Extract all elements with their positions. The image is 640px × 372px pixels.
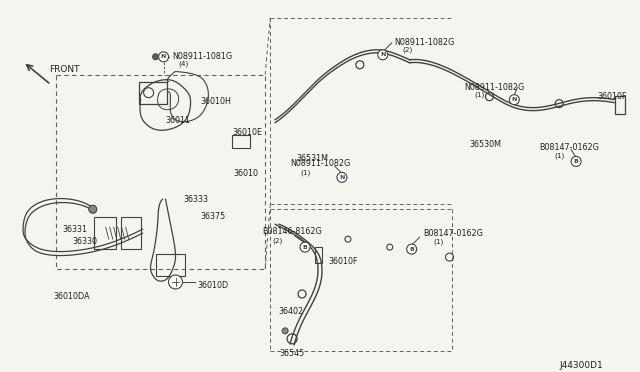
Text: B: B xyxy=(409,247,414,251)
Circle shape xyxy=(89,205,97,213)
Circle shape xyxy=(300,242,310,252)
Bar xyxy=(615,96,625,113)
Text: 36375: 36375 xyxy=(200,212,226,221)
Text: N: N xyxy=(339,175,344,180)
Text: B: B xyxy=(573,159,579,164)
Circle shape xyxy=(282,328,288,334)
Text: 36530M: 36530M xyxy=(470,140,502,148)
Circle shape xyxy=(406,244,417,254)
Text: (1): (1) xyxy=(434,238,444,245)
Text: 36531M: 36531M xyxy=(296,154,328,163)
Text: N08911-1082G: N08911-1082G xyxy=(290,160,350,169)
Text: N: N xyxy=(511,97,517,102)
Text: N08911-1082G: N08911-1082G xyxy=(465,83,525,92)
Text: N: N xyxy=(380,52,385,57)
Text: B08147-0162G: B08147-0162G xyxy=(540,142,599,151)
Text: FRONT: FRONT xyxy=(49,65,79,74)
Bar xyxy=(315,247,322,263)
Text: J44300D1: J44300D1 xyxy=(559,361,603,370)
Circle shape xyxy=(168,275,182,289)
Text: 36330: 36330 xyxy=(73,237,98,246)
Circle shape xyxy=(571,157,581,166)
Text: (2): (2) xyxy=(272,237,282,244)
Text: (2): (2) xyxy=(403,47,413,53)
Bar xyxy=(139,82,166,104)
Text: 36333: 36333 xyxy=(184,195,209,204)
Text: 36010H: 36010H xyxy=(200,97,231,106)
Text: (1): (1) xyxy=(554,153,564,159)
Circle shape xyxy=(337,172,347,182)
Text: 36010: 36010 xyxy=(234,169,259,179)
Bar xyxy=(232,135,250,148)
Bar xyxy=(121,217,141,249)
Text: B: B xyxy=(303,245,307,250)
Text: (1): (1) xyxy=(300,169,310,176)
Text: 36010E: 36010E xyxy=(232,128,262,137)
Text: 36010D: 36010D xyxy=(197,281,228,290)
Text: N08911-1082G: N08911-1082G xyxy=(395,38,455,47)
Bar xyxy=(94,217,116,249)
Text: N08911-1081G: N08911-1081G xyxy=(173,52,233,61)
Circle shape xyxy=(159,52,168,62)
Bar xyxy=(56,75,265,269)
Text: 36010F: 36010F xyxy=(328,257,358,266)
Text: 36331: 36331 xyxy=(63,225,88,234)
Bar xyxy=(156,254,186,276)
Text: 36545: 36545 xyxy=(279,349,305,358)
Text: 36011: 36011 xyxy=(166,116,191,125)
Text: B08147-0162G: B08147-0162G xyxy=(424,229,483,238)
Text: 36402: 36402 xyxy=(278,307,303,316)
Text: 36010F: 36010F xyxy=(597,92,627,101)
Circle shape xyxy=(378,50,388,60)
Circle shape xyxy=(509,94,519,105)
Circle shape xyxy=(152,54,159,60)
Text: (4): (4) xyxy=(179,61,189,67)
Text: 36010DA: 36010DA xyxy=(53,292,90,301)
Text: B08146-8162G: B08146-8162G xyxy=(262,227,322,236)
Text: N: N xyxy=(161,54,166,59)
Text: (1): (1) xyxy=(474,92,484,98)
